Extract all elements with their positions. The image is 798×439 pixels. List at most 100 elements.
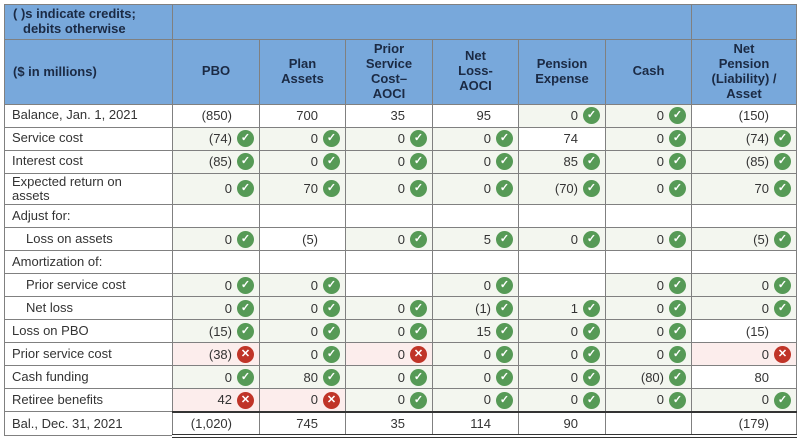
input-cell[interactable]: 0 ✓ [432, 126, 519, 151]
check-icon: ✓ [323, 180, 340, 198]
value-cell [605, 410, 692, 438]
check-icon: ✓ [410, 391, 427, 409]
value-cell: 745 [259, 410, 346, 438]
value-cell: 700 [259, 103, 346, 128]
input-cell[interactable]: 0 ✓ [259, 319, 346, 344]
row-label: Amortization of: [4, 250, 173, 275]
input-cell[interactable]: 0 ✓ [518, 227, 606, 252]
input-cell[interactable]: 0 ✓ [345, 319, 433, 344]
check-icon: ✓ [669, 368, 686, 386]
input-cell[interactable]: 0 ✓ [518, 103, 606, 128]
cell-value: 0 [397, 346, 405, 362]
input-cell[interactable]: 70 ✓ [259, 172, 346, 206]
input-cell[interactable]: 0 ✓ [432, 365, 519, 390]
input-cell[interactable]: 0 ✓ [345, 172, 433, 206]
cell-value: (85) [745, 154, 769, 170]
input-cell[interactable]: 0 ✓ [691, 388, 797, 413]
input-cell[interactable]: (70) ✓ [518, 172, 606, 206]
check-icon: ✓ [583, 299, 600, 317]
input-cell[interactable]: 0 ✓ [172, 273, 260, 298]
input-cell[interactable]: (15) ✓ [172, 319, 260, 344]
input-cell[interactable]: 5 ✓ [432, 227, 519, 252]
input-cell[interactable]: 0 ✓ [172, 172, 260, 206]
input-cell[interactable]: 80 ✓ [259, 365, 346, 390]
input-cell[interactable]: 85 ✓ [518, 149, 606, 174]
input-cell[interactable]: 0 ✓ [605, 388, 692, 413]
input-cell[interactable]: 0 ✓ [172, 227, 260, 252]
input-cell[interactable]: 0 ✓ [345, 227, 433, 252]
input-cell[interactable]: (1) ✓ [432, 296, 519, 321]
input-cell[interactable]: 0 ✓ [691, 273, 797, 298]
input-cell[interactable]: 0 ✓ [605, 273, 692, 298]
input-cell[interactable]: 0 ✓ [345, 296, 433, 321]
check-icon: ✓ [323, 130, 340, 148]
cell-value: 0 [656, 392, 664, 408]
row-label: Balance, Jan. 1, 2021 [4, 103, 173, 128]
input-cell[interactable]: 70 ✓ [691, 172, 797, 206]
input-cell[interactable]: 0 ✓ [605, 319, 692, 344]
cell-value: (15) [208, 323, 232, 339]
cell-value: 0 [224, 231, 232, 247]
check-icon: ✓ [774, 180, 791, 198]
table-row: Loss on assets 0 ✓ (5) 0 ✓ 5 ✓ 0 ✓ 0 ✓ (5) ✓ [4, 227, 797, 252]
input-cell[interactable]: (85) ✓ [172, 149, 260, 174]
input-cell[interactable]: 0 ✓ [518, 342, 606, 367]
input-cell[interactable]: 0 ✓ [345, 365, 433, 390]
input-cell[interactable]: 0 ✓ [345, 149, 433, 174]
input-cell[interactable]: 0 ✓ [172, 296, 260, 321]
table-row: Expected return on assets 0 ✓ 70 ✓ 0 ✓ 0 ✓ (70) ✓ 0… [4, 172, 797, 206]
input-cell[interactable]: 0 ✓ [432, 149, 519, 174]
cell-value: 0 [656, 231, 664, 247]
check-icon: ✓ [496, 230, 513, 248]
input-cell[interactable]: 0 ✓ [259, 296, 346, 321]
input-cell[interactable]: 0 ✓ [691, 296, 797, 321]
value-cell [691, 204, 797, 229]
input-cell[interactable]: 0 ✓ [345, 388, 433, 413]
value-cell [518, 273, 606, 298]
input-cell[interactable]: 0 ✕ [259, 388, 346, 413]
input-cell[interactable]: 0 ✓ [518, 319, 606, 344]
input-cell[interactable]: 0 ✓ [259, 273, 346, 298]
check-icon: ✓ [669, 130, 686, 148]
input-cell[interactable]: 0 ✓ [605, 227, 692, 252]
credits-note-line1: ( )s indicate credits; [13, 6, 136, 21]
input-cell[interactable]: 1 ✓ [518, 296, 606, 321]
input-cell[interactable]: 0 ✓ [259, 149, 346, 174]
input-cell[interactable]: 0 ✕ [691, 342, 797, 367]
row-label: Expected return on assets [4, 172, 173, 206]
input-cell[interactable]: 0 ✓ [605, 149, 692, 174]
input-cell[interactable]: 0 ✓ [605, 126, 692, 151]
input-cell[interactable]: 0 ✓ [432, 172, 519, 206]
input-cell[interactable]: (74) ✓ [691, 126, 797, 151]
cell-value: 0 [570, 369, 578, 385]
cell-value: (74) [745, 131, 769, 147]
cell-value: (5) [753, 231, 769, 247]
input-cell[interactable]: (38) ✕ [172, 342, 260, 367]
input-cell[interactable]: 42 ✕ [172, 388, 260, 413]
input-cell[interactable]: 0 ✓ [259, 126, 346, 151]
input-cell[interactable]: 0 ✓ [345, 126, 433, 151]
input-cell[interactable]: 0 ✓ [605, 103, 692, 128]
input-cell[interactable]: 0 ✓ [605, 296, 692, 321]
x-icon: ✕ [410, 345, 427, 363]
value-cell: 90 [518, 410, 606, 438]
input-cell[interactable]: (85) ✓ [691, 149, 797, 174]
input-cell[interactable]: 0 ✓ [259, 342, 346, 367]
input-cell[interactable]: 0 ✓ [432, 273, 519, 298]
input-cell[interactable]: 0 ✓ [432, 388, 519, 413]
input-cell[interactable]: (5) ✓ [691, 227, 797, 252]
input-cell[interactable]: 0 ✓ [518, 388, 606, 413]
check-icon: ✓ [583, 391, 600, 409]
cell-value: 0 [397, 300, 405, 316]
input-cell[interactable]: 0 ✓ [518, 365, 606, 390]
check-icon: ✓ [669, 153, 686, 171]
input-cell[interactable]: (74) ✓ [172, 126, 260, 151]
input-cell[interactable]: 0 ✓ [605, 172, 692, 206]
value-cell [345, 204, 433, 229]
input-cell[interactable]: 0 ✓ [605, 342, 692, 367]
input-cell[interactable]: 0 ✓ [172, 365, 260, 390]
input-cell[interactable]: 0 ✓ [432, 342, 519, 367]
input-cell[interactable]: 0 ✕ [345, 342, 433, 367]
input-cell[interactable]: (80) ✓ [605, 365, 692, 390]
input-cell[interactable]: 15 ✓ [432, 319, 519, 344]
